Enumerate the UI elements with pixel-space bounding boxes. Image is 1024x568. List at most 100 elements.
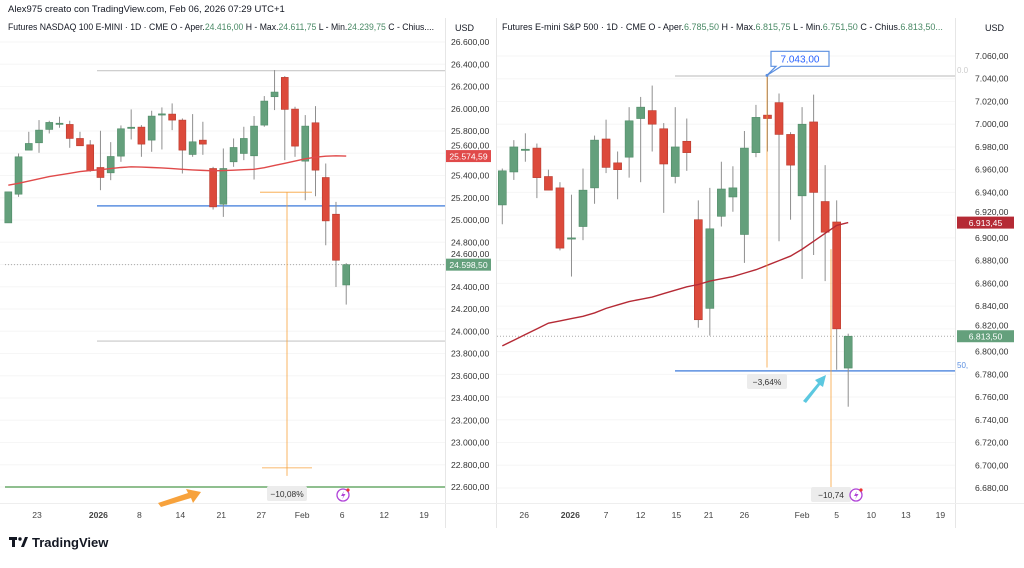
candle-body <box>694 219 703 321</box>
candle[interactable] <box>613 151 622 200</box>
candle[interactable] <box>55 116 64 128</box>
candle[interactable] <box>521 133 530 162</box>
left-legend[interactable]: Futures NASDAQ 100 E-MINI · 1D · CME O -… <box>8 22 434 32</box>
candle[interactable] <box>509 140 519 180</box>
candle[interactable] <box>321 163 330 246</box>
moving-average-line[interactable] <box>8 155 347 186</box>
candle[interactable] <box>240 126 248 161</box>
tradingview-logo[interactable]: TradingView <box>9 535 109 550</box>
candle[interactable] <box>590 135 599 204</box>
candle[interactable] <box>601 119 611 174</box>
candle[interactable] <box>832 200 841 370</box>
y-tick-label: 6.920,00 <box>975 207 1009 217</box>
candle-body <box>809 121 818 193</box>
y-tick-label: 6.900,00 <box>975 233 1009 243</box>
candle[interactable] <box>229 138 238 167</box>
candle[interactable] <box>647 85 657 152</box>
candle[interactable] <box>168 103 176 131</box>
right-low-value: 6.751,50 <box>823 22 858 32</box>
candle[interactable] <box>578 168 588 241</box>
y-tick-label: 7.060,00 <box>975 51 1009 61</box>
alert-lightning-icon[interactable] <box>849 488 863 502</box>
last-price-badge <box>957 330 1014 343</box>
candle[interactable] <box>14 153 23 197</box>
candle-body <box>229 147 238 163</box>
candle[interactable] <box>624 107 634 178</box>
candle[interactable] <box>301 115 310 201</box>
candle[interactable] <box>809 94 818 255</box>
candle[interactable] <box>763 75 772 152</box>
candle[interactable] <box>751 104 761 158</box>
candle[interactable] <box>106 142 115 181</box>
x-tick-label: 12 <box>636 510 646 520</box>
sp500-chart[interactable]: 7.060,00 7.040,00 7.020,00 7.000,00 6.980,00… <box>497 50 1014 520</box>
price-callout-box[interactable] <box>766 50 830 76</box>
candle[interactable] <box>567 194 576 277</box>
candle[interactable] <box>280 76 289 161</box>
candle[interactable] <box>797 107 807 279</box>
candle-body <box>158 113 166 116</box>
candle[interactable] <box>260 96 269 127</box>
candle[interactable] <box>786 132 795 220</box>
candle[interactable] <box>544 169 553 191</box>
right-currency[interactable]: USD <box>985 23 1005 33</box>
x-tick-label: 14 <box>176 510 186 520</box>
candle[interactable] <box>86 140 95 172</box>
candle[interactable] <box>740 131 749 263</box>
measure-badge <box>811 487 851 502</box>
candle[interactable] <box>76 131 84 147</box>
candle[interactable] <box>659 123 669 213</box>
candle[interactable] <box>209 166 217 210</box>
candle[interactable] <box>636 96 645 183</box>
candle-body <box>820 201 830 233</box>
candle[interactable] <box>728 166 738 212</box>
candle[interactable] <box>199 121 207 155</box>
candle[interactable] <box>147 110 156 152</box>
candle-body <box>332 213 340 261</box>
candle[interactable] <box>158 107 166 150</box>
candle[interactable] <box>774 93 784 242</box>
candle[interactable] <box>532 143 542 199</box>
candle[interactable] <box>555 182 565 251</box>
right-low-label: L - Min. <box>793 22 823 32</box>
candle[interactable] <box>497 168 507 225</box>
candle-body <box>280 77 289 110</box>
candle[interactable] <box>219 148 228 217</box>
candle-body <box>544 176 553 191</box>
ma-price-badge <box>957 216 1014 229</box>
candle[interactable] <box>694 200 703 328</box>
y-tick-label: 23.800,00 <box>451 349 489 359</box>
candle[interactable] <box>717 161 726 227</box>
candle[interactable] <box>65 120 74 148</box>
candle[interactable] <box>270 70 279 111</box>
candle[interactable] <box>45 120 54 134</box>
candle[interactable] <box>332 201 340 287</box>
candle[interactable] <box>682 118 692 171</box>
right-legend[interactable]: Futures E-mini S&P 500 · 1D · CME O - Ap… <box>502 22 943 32</box>
candle-body <box>301 125 310 162</box>
candle-body <box>127 126 135 129</box>
candle[interactable] <box>843 333 853 407</box>
candle[interactable] <box>178 118 187 174</box>
candle[interactable] <box>311 106 320 197</box>
left-currency[interactable]: USD <box>455 23 475 33</box>
candle[interactable] <box>670 107 680 184</box>
x-tick-label: Feb <box>295 510 310 520</box>
candle[interactable] <box>291 106 299 157</box>
candle[interactable] <box>24 131 33 151</box>
candle[interactable] <box>35 120 43 153</box>
candle-body <box>45 122 54 130</box>
candle[interactable] <box>188 114 197 157</box>
candle[interactable] <box>4 191 13 224</box>
candle[interactable] <box>137 125 146 157</box>
candle[interactable] <box>342 263 351 305</box>
moving-average-line[interactable] <box>501 221 849 347</box>
alert-lightning-icon[interactable] <box>336 488 350 502</box>
candle[interactable] <box>705 187 715 336</box>
candle[interactable] <box>96 130 105 191</box>
nasdaq-chart[interactable]: 26.600,00 26.400,00 26.200,00 26.000,00 25.8… <box>0 37 491 520</box>
candle[interactable] <box>820 165 830 282</box>
x-tick-label: 2026 <box>561 510 580 520</box>
candle[interactable] <box>117 125 125 162</box>
candle[interactable] <box>127 109 135 140</box>
